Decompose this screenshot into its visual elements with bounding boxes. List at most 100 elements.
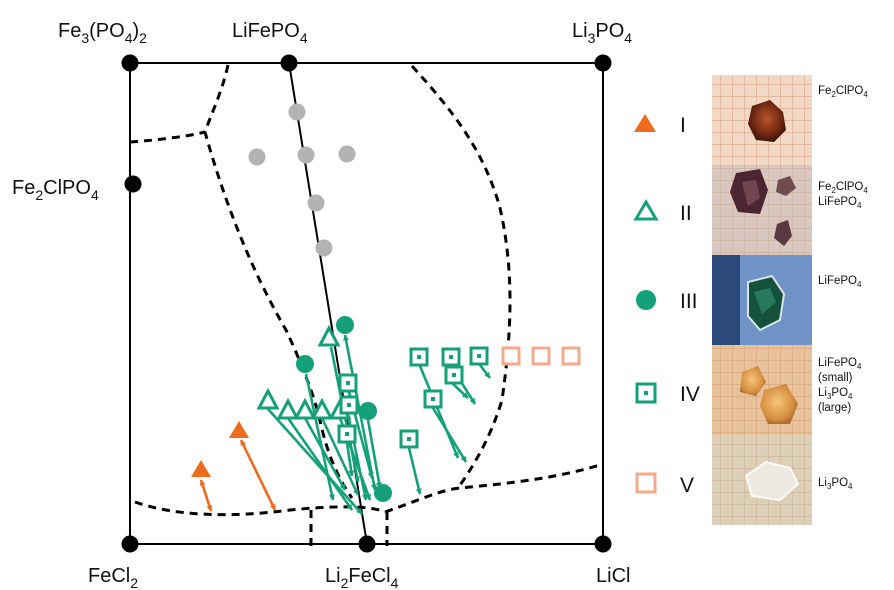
gray-point bbox=[248, 148, 266, 166]
photo-fe2clpo4-lifepo4 bbox=[712, 165, 812, 255]
boundary-upper-left bbox=[129, 130, 206, 144]
photo-caption-line: (large) bbox=[818, 402, 851, 414]
corner-point-li2fecl4 bbox=[358, 535, 376, 553]
photo-caption-line: LiFePO4 bbox=[818, 357, 862, 371]
crystal-image bbox=[774, 220, 792, 246]
photo-li3po4 bbox=[712, 435, 812, 525]
reaction-arrow bbox=[452, 383, 469, 399]
series-III-circle bbox=[296, 355, 314, 373]
photo-caption-line: Fe2ClPO4 bbox=[818, 181, 868, 195]
corner-point-licl bbox=[594, 535, 612, 553]
series-IV-square bbox=[441, 347, 461, 367]
series-II-triangle bbox=[317, 324, 341, 347]
series-V-square bbox=[561, 346, 581, 366]
series-III-circle bbox=[336, 316, 354, 334]
series-III-markers bbox=[296, 316, 392, 502]
series-II-markers bbox=[256, 324, 352, 420]
reaction-arrow bbox=[304, 373, 335, 501]
label-li3po4: Li3PO4 bbox=[572, 20, 632, 46]
label-fe2clpo4: Fe2ClPO4 bbox=[12, 177, 99, 203]
corner-point-fe2clpo4 bbox=[124, 175, 142, 193]
photo-caption-line: Li3PO4 bbox=[818, 387, 853, 401]
photo-lifepo4 bbox=[712, 255, 812, 345]
reaction-arrow bbox=[320, 417, 360, 496]
series-V-square bbox=[501, 346, 521, 366]
reaction-arrow bbox=[478, 364, 492, 379]
legend: I II III IV V bbox=[633, 114, 700, 497]
legend-item-V: V bbox=[635, 472, 694, 497]
legend-item-II: II bbox=[633, 199, 692, 225]
corner-point-li3po4 bbox=[594, 54, 612, 72]
series-IV-square bbox=[444, 365, 464, 385]
series-III-circle bbox=[374, 484, 392, 502]
reaction-arrow bbox=[418, 365, 460, 459]
legend-label: III bbox=[680, 290, 698, 313]
legend-label: I bbox=[680, 114, 686, 137]
label-lifepo4: LiFePO4 bbox=[232, 20, 308, 46]
reaction-arrow bbox=[431, 407, 468, 463]
series-I-triangle bbox=[229, 421, 249, 438]
legend-label: V bbox=[680, 474, 694, 497]
series-II-triangle bbox=[293, 397, 317, 420]
corner-points bbox=[121, 54, 612, 553]
series-V-markers bbox=[501, 346, 581, 366]
series-IV-markers bbox=[337, 346, 489, 449]
series-I-triangle bbox=[191, 460, 211, 477]
photo-caption-line: LiFePO4 bbox=[818, 196, 862, 210]
series-II-triangle bbox=[256, 387, 280, 410]
series-IV-square bbox=[339, 395, 359, 415]
boundary-bottom-right bbox=[384, 463, 601, 514]
series-II-triangle bbox=[276, 397, 300, 420]
series-II-triangle bbox=[310, 397, 334, 420]
crystal-photos bbox=[712, 75, 812, 525]
reaction-arrow bbox=[239, 439, 277, 511]
crystal-image bbox=[760, 384, 798, 424]
crystal-image bbox=[740, 366, 766, 396]
reaction-arrow bbox=[267, 408, 363, 515]
photo-caption-line: Fe2ClPO4 bbox=[818, 85, 868, 99]
corner-point-fe3po42 bbox=[121, 54, 139, 72]
photo-caption-line: (small) bbox=[818, 372, 853, 384]
gray-point bbox=[307, 194, 325, 212]
photo-fe2clpo4 bbox=[712, 75, 812, 165]
photo-caption-line: Li3PO4 bbox=[818, 477, 853, 491]
series-IV-square bbox=[469, 346, 489, 366]
legend-symbol-dot bbox=[644, 391, 648, 395]
reaction-arrow bbox=[366, 419, 383, 489]
gray-points bbox=[248, 103, 356, 257]
series-I-markers bbox=[191, 421, 249, 477]
series-IV-square bbox=[337, 424, 357, 444]
series-V-square bbox=[531, 346, 551, 366]
label-fecl2: FeCl2 bbox=[88, 565, 138, 590]
series-IV-square bbox=[338, 373, 358, 393]
label-fe3po42: Fe3(PO4)2 bbox=[58, 20, 147, 46]
reaction-arrow bbox=[407, 447, 422, 495]
corner-point-fecl2 bbox=[121, 535, 139, 553]
reaction-arrow bbox=[199, 479, 213, 512]
photo-lifepo4-li3po4 bbox=[712, 345, 812, 435]
reaction-arrow bbox=[345, 442, 355, 477]
corner-point-lifepo4 bbox=[280, 54, 298, 72]
boundary-region-fe2clpo4 bbox=[203, 64, 354, 499]
gray-point bbox=[297, 146, 315, 164]
photo-caption-line: LiFePO4 bbox=[818, 275, 862, 289]
photo-captions: Fe2ClPO4Fe2ClPO4LiFePO4LiFePO4LiFePO4(sm… bbox=[818, 85, 868, 491]
series-IV-square bbox=[399, 429, 419, 449]
series-III-circle bbox=[359, 402, 377, 420]
crystal-image bbox=[776, 176, 796, 196]
series-IV-square bbox=[423, 389, 443, 409]
gray-point bbox=[288, 103, 306, 121]
boundary-region-lifepo4 bbox=[410, 64, 512, 489]
legend-symbol-open-triangle bbox=[633, 199, 659, 221]
legend-item-I: I bbox=[634, 114, 686, 137]
reaction-arrow bbox=[303, 417, 347, 491]
legend-symbol-filled-circle bbox=[636, 290, 656, 310]
legend-label: IV bbox=[680, 383, 700, 406]
crystal-image bbox=[748, 100, 786, 142]
legend-label: II bbox=[680, 202, 692, 225]
legend-symbol-open-square bbox=[635, 472, 657, 494]
legend-symbol-filled-triangle bbox=[634, 114, 656, 132]
legend-item-III: III bbox=[636, 290, 698, 313]
reaction-arrow bbox=[286, 417, 354, 511]
